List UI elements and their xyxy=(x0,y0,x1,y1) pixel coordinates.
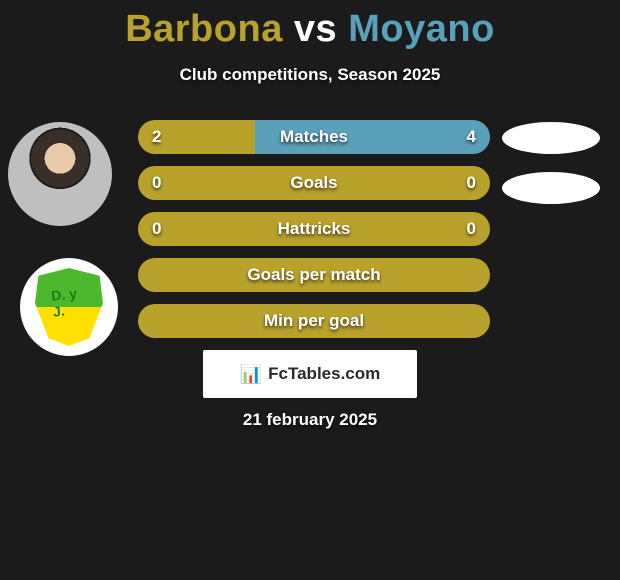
player1-avatar xyxy=(8,122,112,226)
stat-bar-value-left: 0 xyxy=(152,166,161,200)
stat-bar-value-right: 0 xyxy=(467,166,476,200)
shield-icon xyxy=(35,268,103,346)
stat-bar-value-right: 4 xyxy=(467,120,476,154)
chart-icon: 📊 xyxy=(240,364,262,385)
title-player2: Moyano xyxy=(348,8,495,50)
stat-bar-label: Matches xyxy=(138,120,490,154)
comparison-title: Barbona vs Moyano xyxy=(0,0,620,51)
site-logo: 📊 FcTables.com xyxy=(203,350,417,398)
site-logo-text: FcTables.com xyxy=(268,364,380,384)
stat-bars: Matches24Goals00Hattricks00Goals per mat… xyxy=(138,120,490,350)
subtitle: Club competitions, Season 2025 xyxy=(0,65,620,85)
player1-avatar-image xyxy=(8,122,112,226)
stat-bar-label: Min per goal xyxy=(138,304,490,338)
stat-bar: Min per goal xyxy=(138,304,490,338)
stat-bar: Goals per match xyxy=(138,258,490,292)
stat-bar-label: Goals xyxy=(138,166,490,200)
player2-club-badge xyxy=(502,172,600,204)
stat-bar-value-left: 0 xyxy=(152,212,161,246)
title-player1: Barbona xyxy=(125,8,283,50)
stat-bar-value-left: 2 xyxy=(152,120,161,154)
player2-avatar xyxy=(502,122,600,154)
player1-club-badge xyxy=(20,258,118,356)
title-vs: vs xyxy=(294,8,337,50)
stat-bar-label: Hattricks xyxy=(138,212,490,246)
stat-bar: Goals0 0 xyxy=(138,166,490,200)
snapshot-date: 21 february 2025 xyxy=(0,410,620,430)
stat-bar-value-right: 0 xyxy=(467,212,476,246)
stat-bar-label: Goals per match xyxy=(138,258,490,292)
stat-bar: Matches2 4 xyxy=(138,120,490,154)
stat-bar: Hattricks0 0 xyxy=(138,212,490,246)
